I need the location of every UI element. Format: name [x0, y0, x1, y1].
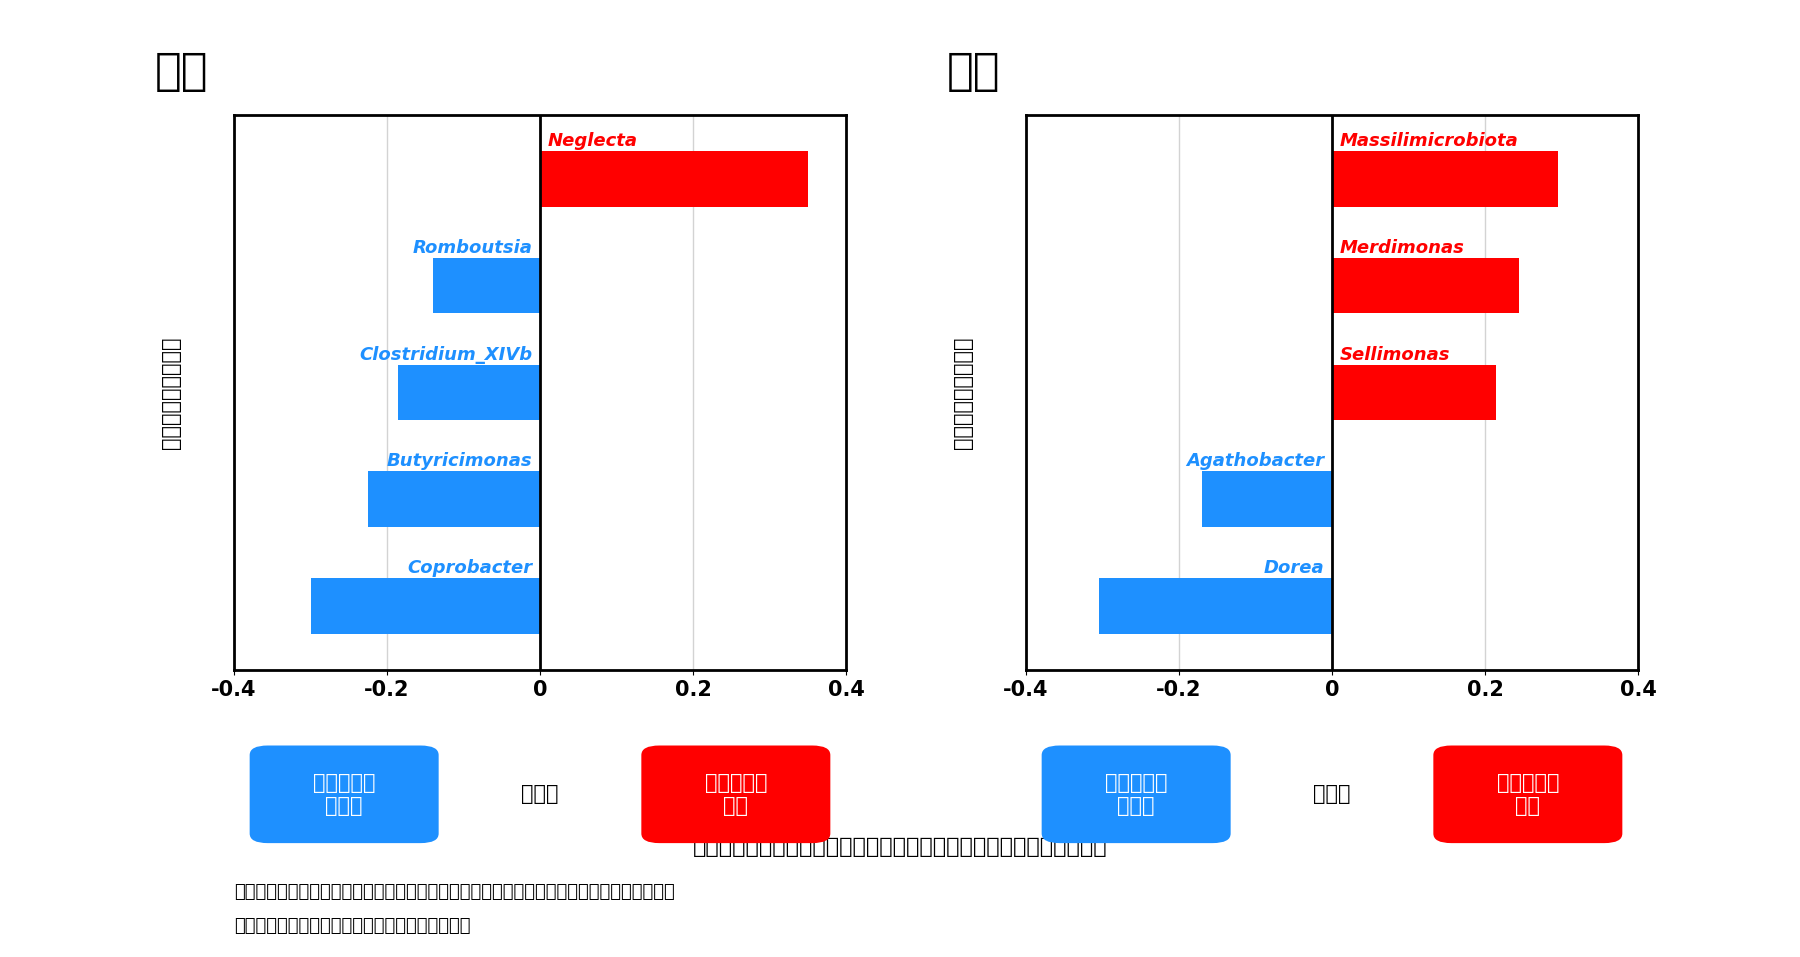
Bar	[1202, 472, 1332, 527]
Bar	[310, 578, 540, 634]
Text: Sellimonas: Sellimonas	[1339, 345, 1451, 364]
Bar	[1332, 257, 1519, 313]
Text: Clostridium_XIVb: Clostridium_XIVb	[360, 345, 533, 364]
Text: 男性: 男性	[155, 50, 209, 93]
Text: 女性: 女性	[947, 50, 1001, 93]
Bar	[432, 257, 540, 313]
Text: Neglecta: Neglecta	[547, 132, 637, 150]
Bar	[1332, 365, 1496, 420]
Text: 効果量が正の値（図の赤いバー）は対照群と比較してうつ病群で相対存在量が多い分類群、: 効果量が正の値（図の赤いバー）は対照群と比較してうつ病群で相対存在量が多い分類群…	[234, 883, 675, 901]
Text: 効果量: 効果量	[522, 785, 558, 804]
Bar	[367, 472, 540, 527]
Text: Coprobacter: Coprobacter	[407, 559, 533, 577]
Bar	[398, 365, 540, 420]
Text: 図：うつ病群と健常者対照群の腸内細菌の分類群（属レベル）の違い: 図：うつ病群と健常者対照群の腸内細菌の分類群（属レベル）の違い	[693, 837, 1107, 857]
Bar	[1332, 151, 1557, 207]
Text: うつ病群で
多い: うつ病群で 多い	[704, 772, 767, 816]
Text: 効果量: 効果量	[1314, 785, 1350, 804]
Text: Butyricimonas: Butyricimonas	[387, 453, 533, 470]
Text: Agathobacter: Agathobacter	[1186, 453, 1325, 470]
Text: うつ病群で
多い: うつ病群で 多い	[1496, 772, 1559, 816]
Y-axis label: 分類群（属レベル）: 分類群（属レベル）	[162, 336, 182, 449]
Text: うつ病群で
少ない: うつ病群で 少ない	[1105, 772, 1168, 816]
Bar	[1098, 578, 1332, 634]
Text: うつ病群で
少ない: うつ病群で 少ない	[313, 772, 376, 816]
Text: Dorea: Dorea	[1264, 559, 1325, 577]
Text: Massilimicrobiota: Massilimicrobiota	[1339, 132, 1519, 150]
Text: 負の値（図の青いバー）は少ない分類群を示す。: 負の値（図の青いバー）は少ない分類群を示す。	[234, 918, 470, 935]
Text: Romboutsia: Romboutsia	[412, 239, 533, 256]
Y-axis label: 分類群（属レベル）: 分類群（属レベル）	[954, 336, 974, 449]
Bar	[540, 151, 808, 207]
Text: Merdimonas: Merdimonas	[1339, 239, 1465, 256]
